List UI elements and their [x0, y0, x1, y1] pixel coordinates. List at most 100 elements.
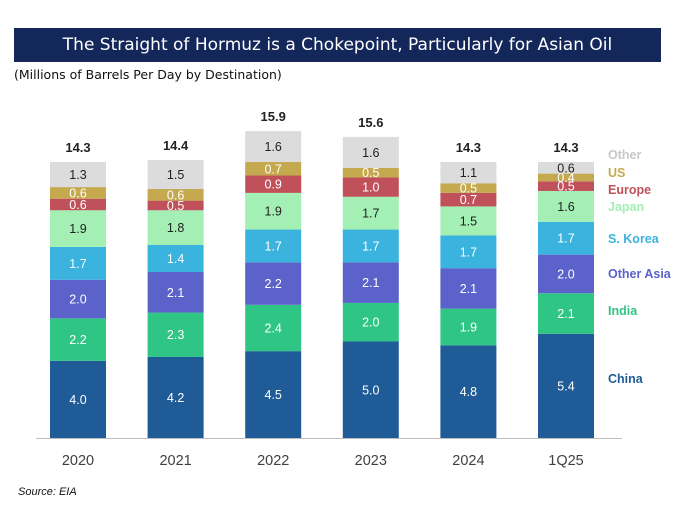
- data-label: 1.7: [69, 257, 86, 271]
- legend-entry: India: [608, 304, 638, 318]
- data-label: 0.9: [265, 178, 282, 192]
- bar-segment: [50, 187, 106, 199]
- data-label: 1.7: [362, 207, 379, 221]
- bar-segment: [245, 229, 302, 263]
- total-label: 14.3: [65, 140, 90, 155]
- bar-segment: [50, 246, 106, 280]
- data-label: 1.7: [362, 239, 379, 253]
- data-label: 0.5: [167, 199, 184, 213]
- bar-segment: [245, 304, 302, 352]
- data-label: 0.6: [69, 186, 86, 200]
- bar-segment: [342, 177, 399, 197]
- data-label: 1.6: [557, 200, 574, 214]
- bar-segment: [538, 254, 594, 294]
- total-label: 15.6: [358, 115, 383, 130]
- bar-segment: [342, 302, 399, 342]
- data-label: 1.7: [265, 239, 282, 253]
- bar-segment: [50, 318, 106, 361]
- bar-segment: [440, 192, 497, 207]
- data-label: 1.9: [69, 222, 86, 236]
- data-label: 0.6: [557, 161, 574, 175]
- bar-segment: [538, 293, 594, 334]
- data-label: 1.9: [460, 321, 477, 335]
- data-label: 1.7: [557, 232, 574, 246]
- bar-segment: [50, 162, 106, 188]
- data-label: 0.6: [69, 198, 86, 212]
- data-label: 1.6: [265, 140, 282, 154]
- bar-segment: [147, 245, 204, 273]
- bar-segment: [50, 360, 106, 438]
- data-label: 0.5: [460, 182, 477, 196]
- data-label: 5.0: [362, 383, 379, 397]
- data-label: 1.7: [460, 245, 477, 259]
- data-label: 4.5: [265, 388, 282, 402]
- bar-segment: [538, 173, 594, 182]
- data-label: 0.7: [265, 162, 282, 176]
- bar-segment: [147, 200, 204, 211]
- bar-segment: [147, 189, 204, 201]
- bar-segment: [440, 235, 497, 269]
- data-label: 2.0: [557, 267, 574, 281]
- x-tick-label: 1Q25: [548, 453, 583, 469]
- legend-entry: Japan: [608, 200, 644, 214]
- data-label: 2.3: [167, 328, 184, 342]
- bar-segment: [342, 262, 399, 303]
- bar-segment: [147, 356, 204, 438]
- data-label: 2.1: [167, 286, 184, 300]
- bar-segment: [440, 162, 497, 184]
- data-label: 1.5: [460, 214, 477, 228]
- legend-entry: S. Korea: [608, 232, 660, 246]
- legend-entry: China: [608, 372, 644, 386]
- bar-segment: [440, 268, 497, 309]
- x-tick-label: 2023: [355, 453, 387, 469]
- bar-segment: [538, 162, 594, 174]
- data-label: 2.0: [362, 316, 379, 330]
- bar-segment: [440, 345, 497, 438]
- bar-segment: [147, 312, 204, 357]
- chart-title: The Straight of Hormuz is a Chokepoint, …: [14, 28, 661, 62]
- data-label: 1.6: [362, 146, 379, 160]
- bar-segment: [538, 221, 594, 255]
- bar-segment: [50, 198, 106, 211]
- bar-segment: [245, 131, 302, 163]
- data-label: 4.2: [167, 391, 184, 405]
- data-label: 4.8: [460, 385, 477, 399]
- bar-segment: [245, 175, 302, 193]
- bar-segment: [50, 279, 106, 319]
- data-label: 1.8: [167, 221, 184, 235]
- data-label: 1.3: [69, 168, 86, 182]
- total-label: 14.3: [553, 140, 578, 155]
- bar-segment: [440, 206, 497, 236]
- bar-segment: [342, 167, 399, 178]
- bar-segment: [50, 210, 106, 247]
- bar-segment: [538, 333, 594, 438]
- bar-segment: [440, 183, 497, 193]
- data-label: 5.4: [557, 379, 574, 393]
- bar-segment: [538, 181, 594, 191]
- bar-segment: [245, 351, 302, 438]
- data-label: 0.5: [362, 166, 379, 180]
- data-label: 1.9: [265, 205, 282, 219]
- data-label: 2.1: [460, 282, 477, 296]
- bar-segment: [342, 196, 399, 230]
- data-label: 0.5: [557, 180, 574, 194]
- data-label: 1.4: [167, 252, 184, 266]
- data-label: 1.1: [460, 166, 477, 180]
- total-label: 14.4: [163, 138, 189, 153]
- bar-segment: [147, 210, 204, 245]
- data-label: 0.6: [167, 188, 184, 202]
- x-tick-label: 2022: [257, 453, 289, 469]
- legend-entry: Europe: [608, 183, 651, 197]
- source-note: Source: EIA: [18, 486, 77, 498]
- data-label: 0.7: [460, 193, 477, 207]
- legend-entry: Other: [608, 148, 641, 162]
- data-label: 0.4: [557, 171, 574, 185]
- data-label: 2.2: [69, 333, 86, 347]
- bar-segment: [147, 160, 204, 190]
- legend-entry: Other Asia: [608, 267, 672, 281]
- bar-segment: [147, 272, 204, 313]
- bar-segment: [342, 136, 399, 168]
- x-tick-label: 2024: [452, 453, 484, 469]
- bar-segment: [342, 229, 399, 263]
